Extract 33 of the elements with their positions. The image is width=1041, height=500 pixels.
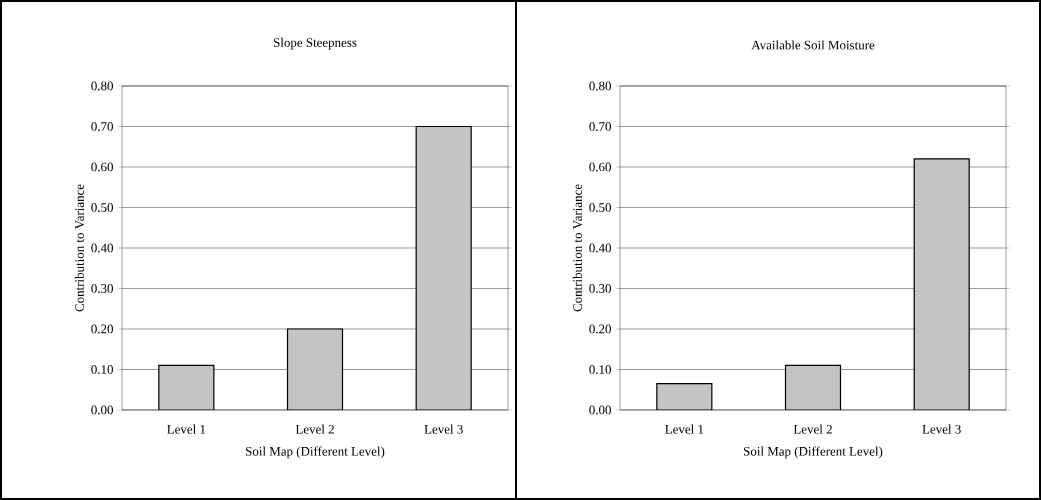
y-tick-label: 0.70 [589, 122, 611, 131]
y-tick-label: 0.40 [589, 243, 611, 253]
y-tick-label: 0.70 [91, 122, 113, 131]
y-tick-label: 0.30 [589, 284, 611, 293]
chart-title: Slope Steepness [273, 37, 357, 50]
x-axis-title: Soil Map (Different Level) [246, 446, 385, 459]
x-tick-label: Level 3 [424, 424, 463, 434]
y-tick-label: 0.40 [91, 243, 113, 253]
y-tick-label: 0.80 [91, 81, 113, 91]
x-tick-label: Level 2 [295, 424, 334, 434]
y-tick-label: 0.20 [589, 324, 611, 334]
y-tick-label: 0.10 [589, 365, 611, 374]
y-axis-title: Contribution to Variance [572, 184, 583, 312]
y-tick-label: 0.10 [91, 365, 113, 374]
y-tick-label: 0.00 [589, 405, 611, 415]
y-tick-label: 0.50 [589, 203, 611, 212]
bar [286, 328, 344, 410]
y-axis-title: Contribution to Variance [74, 184, 84, 312]
y-tick-label: 0.30 [91, 284, 113, 293]
bar [158, 364, 215, 410]
x-tick-label: Level 1 [665, 424, 704, 434]
x-tick-label: Level 2 [793, 424, 832, 434]
y-tick-label: 0.60 [589, 162, 611, 172]
y-tick-label: 0.20 [91, 324, 113, 334]
chart-title: Available Soil Moisture [751, 40, 875, 50]
x-axis-title: Soil Map (Different Level) [744, 446, 883, 459]
y-tick-label: 0.50 [91, 203, 113, 212]
y-tick-label: 0.00 [91, 405, 113, 415]
y-tick-label: 0.80 [589, 81, 611, 91]
x-tick-label: Level 1 [167, 424, 206, 434]
y-tick-label: 0.60 [91, 162, 113, 172]
x-tick-label: Level 3 [922, 424, 961, 434]
bar [415, 125, 472, 410]
